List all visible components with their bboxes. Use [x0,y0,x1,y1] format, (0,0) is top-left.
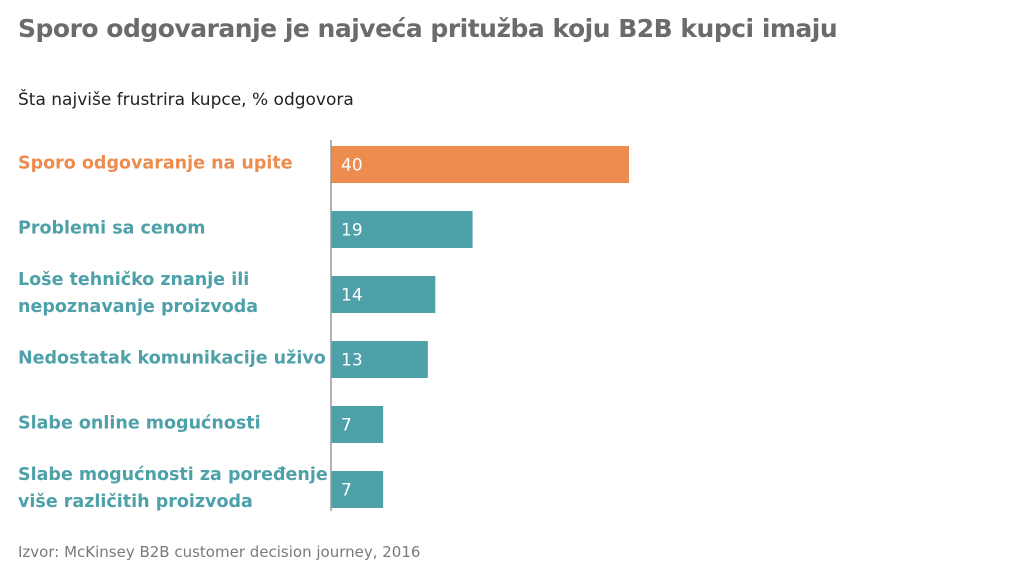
bar-5 [331,471,384,508]
value-label-2: 14 [341,286,363,306]
category-label-4: Slabe online mogućnosti [18,414,261,434]
chart-subtitle: Šta najviše frustrira kupce, % odgovora [18,90,354,110]
category-label-5: Slabe mogućnosti za poređenje više različ… [18,465,328,512]
value-label-1: 19 [341,221,363,241]
category-label-1: Problemi sa cenom [18,219,205,239]
bar-4 [331,406,384,443]
value-label-5: 7 [341,481,352,501]
chart-title: Sporo odgovaranje je najveća pritužba ko… [18,14,838,43]
bar-0 [331,146,629,183]
source-note: Izvor: McKinsey B2B customer decision jo… [18,543,421,561]
category-label-2: Loše tehničko znanje ili nepoznavanje pro… [18,270,258,317]
value-label-3: 13 [341,351,363,371]
bar-3 [331,341,428,378]
bar-1 [331,211,473,248]
category-label-0: Sporo odgovaranje na upite [18,154,293,174]
bar-2 [331,276,436,313]
value-label-4: 7 [341,416,352,436]
category-label-3: Nedostatak komunikacije uživo [18,349,326,369]
value-label-0: 40 [341,156,363,176]
